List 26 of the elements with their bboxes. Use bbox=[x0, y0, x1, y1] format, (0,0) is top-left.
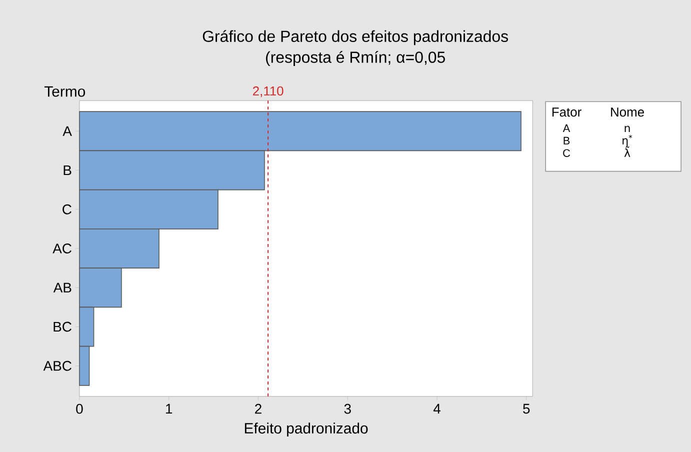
y-tick-label: A bbox=[62, 126, 72, 136]
text: Fator bbox=[552, 108, 582, 117]
x-tick-label: 2 bbox=[255, 404, 262, 414]
chart-title: Gráfico de Pareto dos efeitos padronizados bbox=[202, 30, 508, 46]
text: A bbox=[562, 124, 570, 132]
text: Nome bbox=[611, 108, 644, 117]
text: η$^{*}$ bbox=[622, 134, 632, 147]
x-tick-label: 3 bbox=[344, 404, 351, 414]
x-axis-title: Efeito padronizado bbox=[244, 422, 368, 436]
x-tick-label: 1 bbox=[166, 404, 172, 414]
text: B bbox=[564, 136, 570, 144]
y-tick-label: C bbox=[62, 204, 72, 214]
text: n bbox=[624, 126, 630, 132]
y-tick-label: BC bbox=[54, 322, 72, 332]
ref-line-label: 2,110 bbox=[253, 86, 284, 97]
x-tick-label: 0 bbox=[76, 404, 83, 414]
x-tick-label: 5 bbox=[523, 404, 530, 414]
text: λ̃ bbox=[624, 146, 630, 157]
text: C bbox=[563, 149, 570, 157]
y-tick-label: AB bbox=[53, 282, 72, 292]
y-tick-label: B bbox=[64, 165, 72, 175]
x-tick-label: 4 bbox=[433, 404, 440, 414]
y-axis-title: Termo bbox=[44, 86, 86, 97]
y-tick-label: AC bbox=[52, 243, 72, 254]
y-tick-label: ABC bbox=[43, 360, 72, 371]
chart-subtitle: (resposta é Rmín; α=0,05 bbox=[266, 50, 445, 66]
